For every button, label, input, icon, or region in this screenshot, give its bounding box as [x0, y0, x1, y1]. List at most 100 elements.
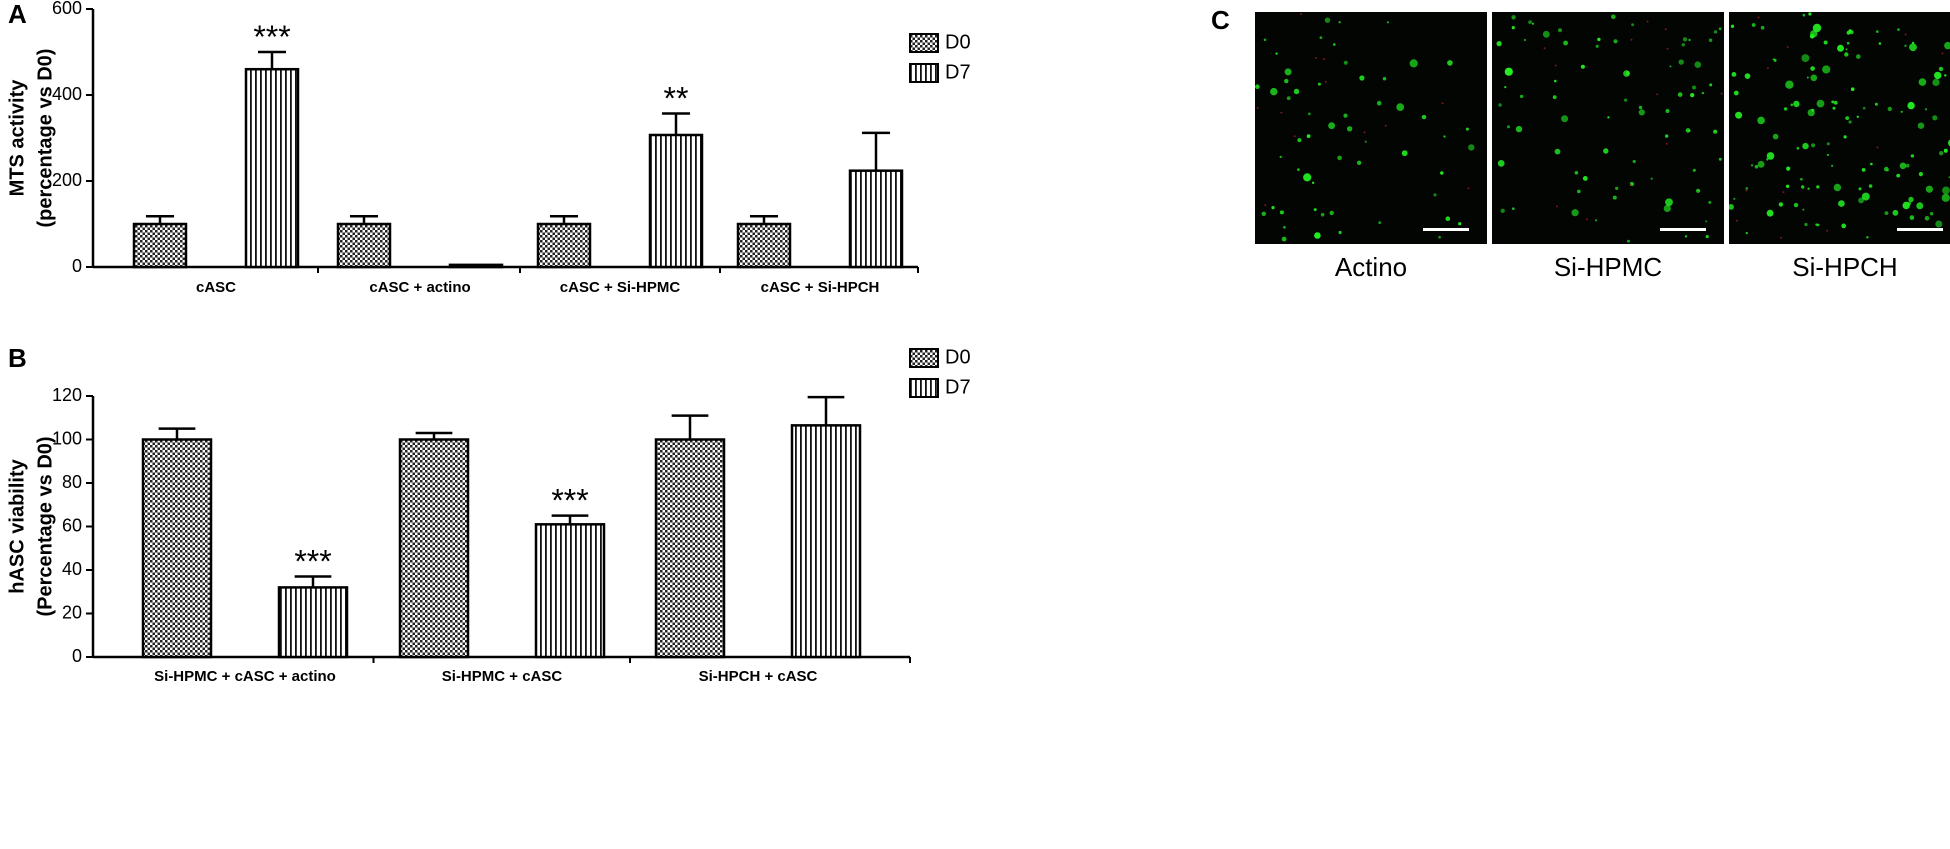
live-cell [1314, 232, 1321, 239]
y-tick-label: 120 [52, 385, 82, 405]
live-cell [1838, 200, 1845, 207]
live-cell [1500, 208, 1505, 213]
dead-cell [1665, 142, 1668, 145]
dead-cell [1554, 64, 1557, 67]
dead-cell [1720, 92, 1723, 95]
micrograph-caption-si-hpmc: Si-HPMC [1553, 252, 1663, 282]
legend-label-d7: D7 [945, 61, 971, 83]
live-cell [1942, 186, 1950, 195]
live-cell [1694, 61, 1702, 68]
live-cell [1846, 30, 1851, 35]
live-cell [1386, 21, 1389, 24]
live-cell [1845, 116, 1850, 120]
significance-marker: ** [664, 80, 689, 116]
live-cell [1337, 155, 1342, 161]
live-cell [1760, 25, 1765, 30]
dead-cell [1441, 102, 1444, 105]
live-cell [1324, 17, 1331, 23]
live-cell [1816, 99, 1825, 108]
y-tick-label: 600 [52, 0, 82, 18]
live-cell [1523, 38, 1526, 42]
live-cell [1744, 73, 1751, 79]
live-cell [1338, 21, 1341, 24]
live-cell [1293, 88, 1300, 95]
live-cell [1511, 26, 1515, 30]
live-cell [1837, 44, 1844, 52]
live-cell [1745, 231, 1748, 235]
y-axis-label: MTS activity [6, 79, 28, 197]
dead-cell [1585, 218, 1588, 221]
live-cell [1558, 28, 1562, 33]
live-cell [1624, 98, 1628, 102]
live-cell [1944, 74, 1947, 77]
live-cell [1941, 193, 1950, 202]
micrograph-actino [1255, 12, 1487, 244]
live-cell [1793, 202, 1799, 208]
live-cell [1498, 103, 1502, 107]
live-cell [1690, 93, 1695, 98]
live-cell [1807, 109, 1815, 117]
live-cell [1757, 160, 1765, 168]
live-cell [1868, 184, 1873, 188]
legend-swatch-d0 [909, 348, 939, 368]
live-cell [1507, 125, 1510, 129]
live-cell [1808, 12, 1812, 16]
live-cell [1932, 78, 1940, 86]
live-cell [1271, 206, 1275, 210]
live-cell [1816, 185, 1820, 189]
live-cell [1688, 38, 1691, 42]
live-cell [1303, 173, 1312, 182]
scale-bar [1897, 228, 1943, 231]
legend-label-d7: D7 [945, 376, 971, 398]
live-cell [1904, 44, 1907, 47]
live-cell [1939, 151, 1944, 156]
live-cell [1343, 113, 1348, 118]
dead-cell [1543, 47, 1546, 50]
live-cell [1306, 134, 1311, 138]
x-category-label: Si-HPCH + cASC [699, 668, 818, 685]
live-cell [1745, 187, 1749, 190]
bar-d0 [536, 222, 592, 269]
micrograph-cells [1492, 12, 1724, 244]
live-cell [1887, 106, 1892, 112]
live-cell [1329, 210, 1334, 216]
live-cell [1333, 43, 1336, 46]
bar-d0 [736, 222, 792, 269]
live-cell [1563, 40, 1568, 46]
live-cell [1850, 87, 1855, 91]
live-cell [1445, 216, 1451, 221]
live-cell [1935, 220, 1943, 228]
live-cell [1807, 187, 1810, 190]
live-cell [1896, 173, 1901, 178]
live-cell [1802, 13, 1806, 17]
live-cell [1283, 226, 1286, 229]
live-cell [1925, 185, 1933, 193]
dead-cell [1300, 13, 1303, 16]
live-cell [1841, 223, 1847, 229]
live-cell [1905, 163, 1910, 168]
live-cell [1729, 204, 1734, 210]
live-cell [1665, 109, 1670, 113]
live-cell [1603, 148, 1609, 154]
micrograph-cells [1255, 12, 1487, 244]
live-cell [1773, 58, 1777, 62]
live-cell [1438, 235, 1441, 239]
y-tick-label: 40 [62, 559, 82, 579]
y-tick-label: 20 [62, 602, 82, 622]
live-cell [1750, 164, 1754, 167]
live-cell [1682, 37, 1688, 42]
live-cell [1279, 210, 1284, 215]
live-cell [1856, 115, 1859, 119]
dead-cell [1264, 204, 1267, 207]
live-cell [1918, 172, 1923, 177]
dead-cell [1293, 135, 1296, 138]
live-cell [1733, 90, 1739, 96]
live-cell [1909, 43, 1917, 52]
live-cell [1900, 110, 1903, 113]
live-cell [1924, 108, 1928, 111]
live-cell [1757, 116, 1765, 125]
live-cell [1754, 164, 1759, 169]
bar-d7 [277, 586, 349, 659]
live-cell [1433, 193, 1437, 197]
live-cell [1515, 125, 1523, 133]
